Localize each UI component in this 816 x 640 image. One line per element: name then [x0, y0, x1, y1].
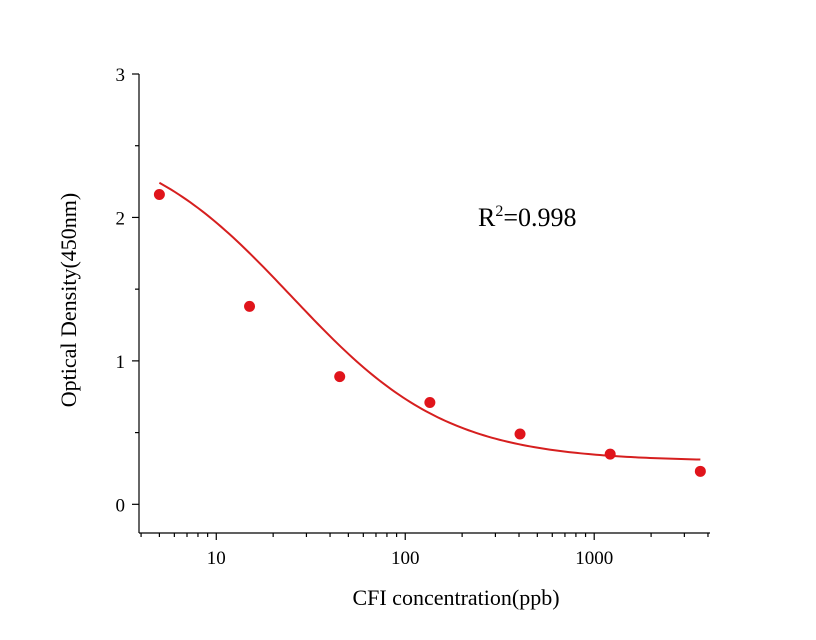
y-tick-label: 0 [116, 495, 126, 516]
plot-area: 0 1 2 3 10 100 1000 [116, 65, 710, 569]
data-point [334, 371, 346, 383]
x-tick-label: 10 [207, 548, 226, 569]
x-ticks: 10 100 1000 [140, 533, 709, 569]
y-ticks: 0 1 2 3 [116, 65, 139, 516]
r-squared-superscript: 2 [495, 203, 503, 220]
y-axis-label: Optical Density(450nm) [56, 193, 81, 407]
r-squared-value: =0.998 [503, 203, 576, 232]
fit-curve [158, 181, 701, 461]
data-point [244, 300, 256, 312]
data-points [153, 188, 706, 477]
x-axis-label: CFI concentration(ppb) [352, 585, 559, 610]
data-point [604, 448, 616, 460]
data-point [694, 465, 706, 477]
y-tick-label: 3 [116, 65, 126, 86]
y-tick-label: 2 [116, 208, 126, 229]
data-point [153, 188, 165, 200]
y-tick-label: 1 [116, 352, 126, 373]
data-point [514, 428, 526, 440]
x-tick-label: 1000 [575, 548, 613, 569]
data-point [424, 396, 436, 408]
x-tick-label: 100 [391, 548, 420, 569]
r-squared-prefix: R [478, 203, 496, 232]
r-squared-annotation: R2=0.998 [478, 203, 577, 232]
